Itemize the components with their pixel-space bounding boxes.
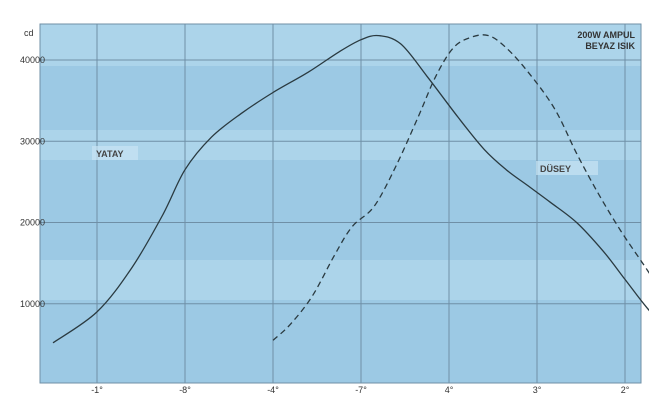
x-tick-label: -4° — [267, 385, 279, 394]
plot-background — [40, 24, 641, 383]
series-lines — [52, 34, 649, 344]
background-band — [40, 24, 641, 66]
y-tick-label: 40000 — [20, 55, 45, 65]
x-tick-label: -7° — [355, 385, 367, 394]
unit-label: cd — [24, 28, 34, 38]
chart-title-line-1: 200W AMPUL — [577, 30, 635, 40]
chart-title-line-2: BEYAZ ISIK — [585, 41, 635, 51]
x-tick-label: 4° — [445, 385, 454, 394]
grid-lines — [39, 23, 642, 384]
plot-frame — [39, 23, 642, 384]
series-label-dusey: DÜSEY — [540, 164, 571, 174]
series-label-patch-dusey — [536, 161, 598, 175]
series-label-patch-yatay — [92, 146, 138, 160]
series-label-yatay: YATAY — [96, 149, 124, 159]
x-tick-label: -1° — [91, 385, 103, 394]
x-tick-label: -8° — [179, 385, 191, 394]
y-tick-label: 10000 — [20, 299, 45, 309]
series-line-dusey — [272, 34, 649, 341]
x-tick-label: 3° — [533, 385, 542, 394]
background-band — [40, 130, 641, 160]
y-tick-label: 30000 — [20, 136, 45, 146]
x-tick-labels: -1° -8° -4° -7° 4° 3° 2° — [91, 385, 630, 394]
background-band — [40, 260, 641, 300]
y-tick-labels: 10000 20000 30000 40000 — [20, 55, 45, 309]
background-bands — [40, 24, 641, 300]
y-tick-label: 20000 — [20, 218, 45, 228]
x-tick-label: 2° — [621, 385, 630, 394]
series-line-yatay — [52, 34, 649, 344]
